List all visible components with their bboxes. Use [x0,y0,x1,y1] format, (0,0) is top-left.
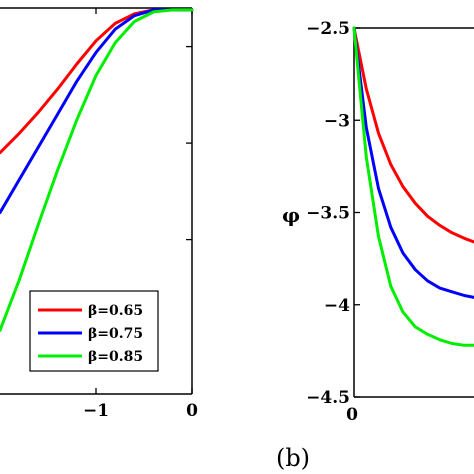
right-y-tick-label-2: −3.5 [306,204,350,224]
legend-label-2: β=0.85 [88,349,143,365]
legend-box [29,290,159,372]
panel-label: (b) [276,444,310,472]
left-series-group [0,8,194,332]
left-series-line-2 [0,8,194,332]
left-x-tick-labels: −1 0 [83,401,198,421]
right-y-tick-labels: −2.5 −3 −3.5 −4 −4.5 [306,19,350,408]
left-x-tick-label-1: 0 [186,401,198,421]
right-y-tick-label-0: −2.5 [306,19,350,39]
right-x-tick-label-0: 0 [346,405,358,425]
right-y-tick-label-4: −4.5 [306,388,350,408]
legend: β=0.65 β=0.75 β=0.85 [29,290,159,372]
right-y-tick-label-3: −4 [324,296,350,316]
legend-label-0: β=0.65 [88,303,143,319]
right-series-line-1 [352,26,474,299]
right-series-line-2 [352,26,474,347]
legend-label-1: β=0.75 [88,326,143,342]
left-x-tick-label-0: −1 [83,401,109,421]
right-panel: −2.5 −3 −3.5 −4 −4.5 0 φ [282,19,474,425]
left-series-line-0 [0,8,194,155]
left-panel: −1 0 β=0.65 β=0.75 β=0.85 [0,7,198,421]
right-y-tick-label-1: −3 [324,111,350,131]
right-series-line-0 [352,26,474,244]
right-series-group [352,26,474,347]
right-y-axis-title: φ [282,203,300,227]
right-x-tick-labels: 0 [346,405,358,425]
